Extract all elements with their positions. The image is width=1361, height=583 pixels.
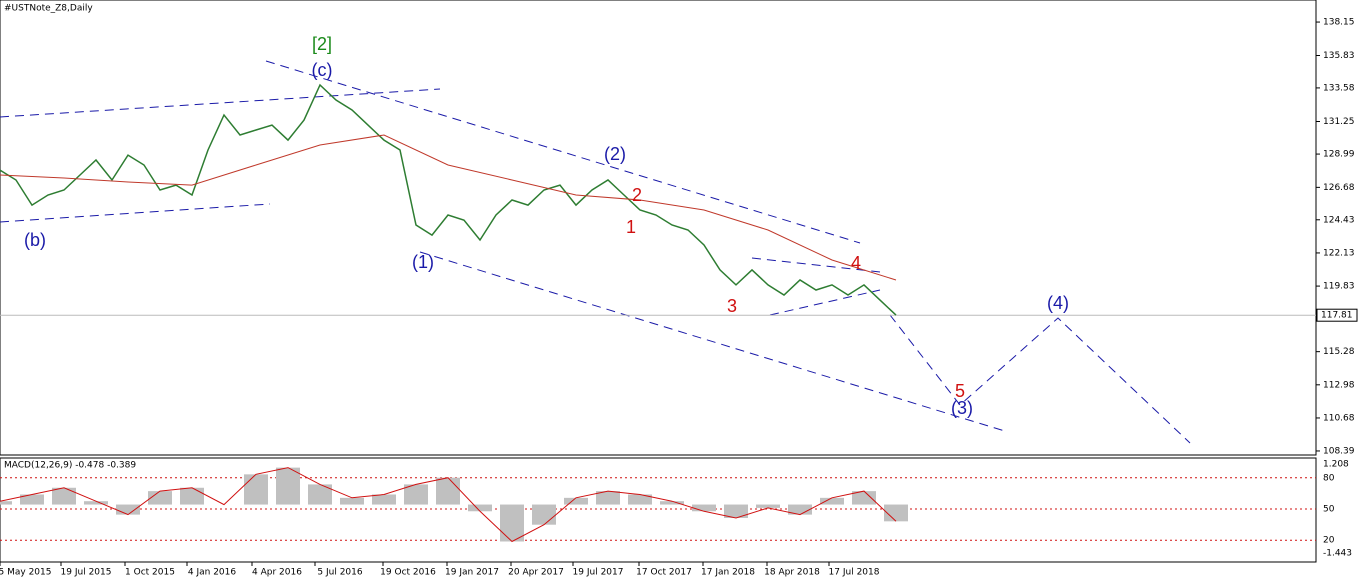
- macd-bar: [20, 494, 44, 505]
- y-tick-label: 124.43: [1323, 215, 1355, 225]
- y-tick-label: 128.99: [1323, 150, 1355, 160]
- y-tick-label: 115.28: [1323, 347, 1355, 357]
- macd-bar: [692, 504, 716, 512]
- y-tick-label: 126.68: [1323, 183, 1355, 193]
- x-tick-label: 19 Oct 2016: [380, 568, 436, 578]
- macd-bar: [276, 467, 300, 505]
- macd-bar: [436, 477, 460, 505]
- macd-bar: [0, 501, 12, 505]
- macd-bar: [308, 484, 332, 505]
- macd-panel: [0, 457, 1317, 563]
- projection: [889, 314, 1191, 444]
- x-tick-label: 5 May 2015: [0, 568, 51, 578]
- trend-line: [0, 88, 441, 118]
- macd-bar: [756, 504, 780, 508]
- chart-title: #USTNote_Z8,Daily: [4, 4, 93, 14]
- macd-line: [0, 467, 897, 543]
- y-tick-label: 131.25: [1323, 117, 1355, 127]
- macd-bar: [596, 491, 620, 505]
- x-tick-label: 17 Oct 2017: [636, 568, 692, 578]
- moving-average: [0, 134, 897, 281]
- trend-line: [751, 257, 881, 273]
- wave-label: (4): [1047, 293, 1069, 313]
- y-tick-label: 119.83: [1323, 282, 1355, 292]
- y-tick-label: 138.15: [1323, 18, 1355, 28]
- wave-label: (1): [412, 252, 434, 272]
- wave-label: (3): [951, 398, 973, 418]
- macd-bar: [788, 504, 812, 515]
- wave-label: 1: [626, 217, 636, 237]
- wave-label: [2]: [312, 34, 332, 54]
- level-label: 80: [1323, 473, 1335, 483]
- level-label: 50: [1323, 505, 1335, 515]
- macd-bar: [84, 501, 108, 505]
- trend-lines: [0, 60, 1191, 444]
- x-tick-label: 17 Jan 2018: [701, 568, 755, 578]
- y-tick-label: 133.58: [1323, 83, 1355, 93]
- macd-bar: [116, 504, 140, 515]
- macd-bar: [372, 494, 396, 505]
- macd-bar: [724, 504, 748, 518]
- macd-bar: [820, 497, 844, 505]
- x-tick-label: 19 Jan 2017: [445, 568, 499, 578]
- wave-label: (c): [312, 60, 333, 80]
- macd-bar: [340, 497, 364, 505]
- trend-line: [419, 251, 1009, 433]
- x-tick-label: 18 Apr 2018: [764, 568, 820, 578]
- trend-line: [265, 60, 861, 244]
- macd-bar: [468, 504, 492, 512]
- y-tick-label: 122.13: [1323, 248, 1355, 258]
- macd-bar: [404, 484, 428, 505]
- macd-bar: [500, 504, 524, 542]
- macd-bar: [884, 504, 908, 522]
- x-tick-label: 19 Jul 2015: [61, 568, 112, 578]
- macd-tick-label: -1.443: [1323, 549, 1352, 559]
- current-price-box: [1316, 308, 1358, 322]
- macd-bar: [660, 501, 684, 505]
- x-tick-label: 20 Apr 2017: [508, 568, 564, 578]
- trend-line: [0, 203, 271, 223]
- macd-bar: [148, 491, 172, 505]
- level-label: 20: [1323, 536, 1335, 546]
- macd-bar: [628, 494, 652, 505]
- x-tick-label: 5 Jul 2016: [317, 568, 362, 578]
- macd-label: MACD(12,26,9) -0.478 -0.389: [4, 461, 136, 471]
- wave-label: 2: [632, 185, 642, 205]
- current-price-label: 117.81: [1321, 311, 1353, 321]
- price-panel: [0, 0, 1317, 456]
- y-tick-label: 108.39: [1323, 446, 1355, 456]
- wave-label: (b): [24, 230, 46, 250]
- wave-label: 5: [955, 381, 965, 401]
- macd-bar: [244, 474, 268, 505]
- wave-label: 4: [851, 253, 861, 273]
- x-tick-label: 19 Jul 2017: [573, 568, 624, 578]
- macd-bar: [52, 487, 76, 505]
- trend-line: [769, 289, 881, 316]
- y-tick-label: 112.98: [1323, 380, 1355, 390]
- x-tick-label: 1 Oct 2015: [125, 568, 175, 578]
- wave-label: (2): [604, 144, 626, 164]
- x-tick-label: 4 Jan 2016: [188, 568, 236, 578]
- macd-bar: [180, 487, 204, 505]
- x-tick-label: 17 Jul 2018: [829, 568, 880, 578]
- macd-bar: [852, 491, 876, 505]
- wave-label: 3: [727, 296, 737, 316]
- macd-bar: [532, 504, 556, 525]
- x-tick-label: 4 Apr 2016: [252, 568, 302, 578]
- y-tick-label: 110.68: [1323, 413, 1355, 423]
- y-tick-label: 135.83: [1323, 51, 1355, 61]
- price-line: [0, 83, 897, 316]
- macd-bar: [564, 497, 588, 505]
- macd-tick-label: 1.208: [1323, 460, 1349, 470]
